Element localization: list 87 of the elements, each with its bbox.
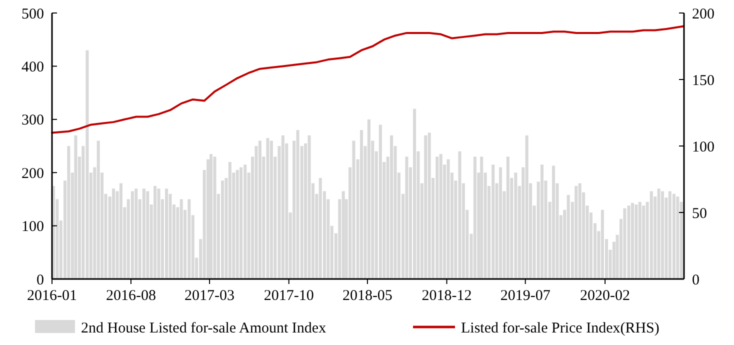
bar [188, 199, 191, 279]
bar [436, 156, 439, 279]
bar [154, 186, 157, 279]
bar [525, 135, 528, 279]
bar [157, 188, 160, 279]
bar [506, 156, 510, 279]
bar [657, 188, 660, 279]
bar [390, 135, 394, 279]
y-tick-label: 100 [22, 219, 44, 236]
line-series [51, 25, 685, 134]
bar [413, 108, 416, 279]
bar [566, 194, 570, 279]
bar [473, 156, 476, 279]
bar [578, 183, 582, 279]
y2-tick-label: 150 [692, 72, 714, 89]
y2-tick-label: 0 [692, 272, 700, 288]
bar [676, 196, 680, 279]
bar [270, 140, 273, 279]
bar [498, 167, 502, 279]
bar [634, 204, 638, 279]
y2-tick-label: 200 [692, 6, 714, 22]
y2-tick-label: 100 [692, 139, 714, 156]
bar [112, 188, 116, 279]
bar [146, 191, 150, 279]
bar [650, 191, 653, 279]
bar [165, 188, 168, 279]
y2-tick-label: 50 [692, 206, 707, 222]
bar [428, 132, 431, 279]
bar [266, 138, 270, 279]
bar [446, 159, 450, 279]
x-tick-label: 2017-03 [184, 288, 235, 304]
bar [86, 50, 89, 279]
bar [244, 164, 247, 279]
bar [638, 202, 642, 279]
bar [627, 206, 630, 279]
x-tick-label: 2020-02 [580, 288, 630, 304]
bar [672, 194, 676, 279]
bar [142, 188, 146, 279]
bar [623, 208, 626, 279]
legend-label: Listed for-sale Price Index(RHS) [461, 320, 660, 336]
bar [540, 164, 544, 279]
bar [281, 135, 284, 279]
x-tick-label: 2016-08 [106, 288, 156, 304]
bar [514, 172, 518, 279]
bar [180, 199, 183, 279]
bar [210, 154, 213, 279]
bar [439, 154, 442, 279]
bar [492, 164, 495, 279]
bar [367, 119, 370, 279]
bar [574, 186, 578, 279]
bar [130, 191, 134, 279]
x-tick-label: 2018-12 [422, 288, 472, 304]
bar [660, 191, 664, 279]
bar [213, 156, 216, 279]
bar [134, 188, 138, 279]
bar [378, 124, 382, 279]
bar [458, 151, 462, 279]
bar [600, 210, 604, 279]
bar [308, 135, 311, 279]
bar [552, 166, 556, 279]
bar [630, 202, 634, 279]
bar [240, 167, 243, 279]
bar [642, 206, 646, 279]
legend-label: 2nd House Listed for-sale Amount Index [81, 320, 327, 336]
x-tick-label: 2019-07 [500, 288, 551, 304]
y-tick-label: 0 [36, 272, 44, 288]
bar [258, 140, 262, 279]
x-tick-label: 2016-01 [27, 288, 77, 304]
bar [236, 170, 239, 279]
bar [228, 162, 232, 279]
y-tick-label: 500 [22, 6, 44, 22]
x-tick-label: 2018-05 [342, 288, 392, 304]
bar [220, 180, 224, 279]
bar [96, 140, 100, 279]
y-tick-label: 200 [22, 166, 44, 182]
bar [360, 130, 364, 279]
y-tick-label: 300 [22, 112, 44, 129]
bar [405, 156, 408, 279]
bar [668, 191, 672, 279]
bar [352, 140, 356, 279]
bar [318, 178, 322, 279]
bar [119, 183, 122, 279]
bar [424, 135, 428, 279]
bar [296, 130, 300, 279]
x-tick-label: 2017-10 [264, 288, 314, 304]
bar [67, 146, 70, 279]
y-tick-label: 400 [22, 59, 44, 76]
